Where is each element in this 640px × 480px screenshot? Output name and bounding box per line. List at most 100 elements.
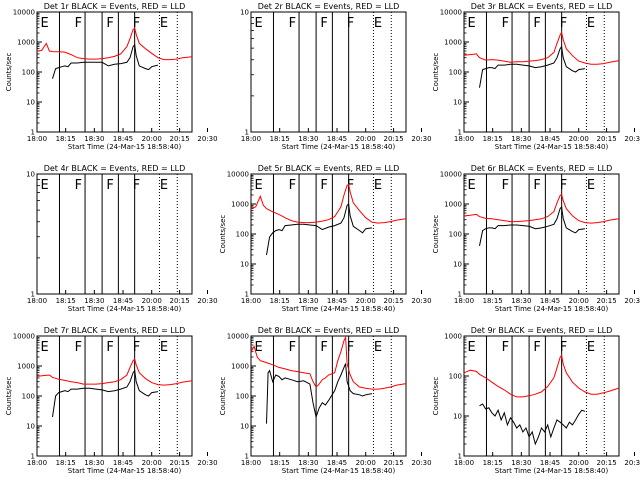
state-flag-label: F bbox=[133, 16, 140, 31]
y-axis-label: Counts/sec bbox=[432, 377, 440, 416]
x-tick-label: 18:00 bbox=[27, 459, 47, 467]
detector-panel: Det 8r BLACK = Events, RED = LLD E F F F E 18:… bbox=[219, 326, 432, 475]
y-tick-label: 1 bbox=[245, 291, 249, 299]
x-axis-label: Start Time (24-Mar-15 18:58:40) bbox=[495, 467, 609, 475]
state-flag-label: E bbox=[374, 340, 382, 355]
y-tick-label: 1 bbox=[245, 453, 249, 461]
x-tick-label: 18:30 bbox=[298, 297, 318, 305]
y-tick-label: 1 bbox=[458, 129, 462, 137]
x-tick-label: 18:00 bbox=[241, 297, 261, 305]
events-series-line bbox=[52, 43, 159, 79]
x-tick-label: 20:15 bbox=[597, 135, 617, 143]
x-tick-label: 18:45 bbox=[113, 459, 133, 467]
x-tick-label: 20:30 bbox=[624, 459, 640, 467]
x-tick-label: 18:45 bbox=[113, 297, 133, 305]
x-tick-label: 20:00 bbox=[356, 297, 376, 305]
y-tick-label: 10 bbox=[453, 99, 462, 107]
x-axis-label: Start Time (24-Mar-15 18:58:40) bbox=[495, 305, 609, 313]
y-tick-label: 10000 bbox=[440, 171, 462, 179]
x-tick-label: 18:30 bbox=[298, 135, 318, 143]
detector-panel: Det 2r BLACK = Events, RED = LLD E F F F E 18:… bbox=[240, 2, 432, 151]
y-tick-label: 1 bbox=[458, 291, 462, 299]
state-flag-label: E bbox=[41, 16, 49, 31]
x-tick-label: 18:00 bbox=[454, 297, 474, 305]
x-tick-label: 20:15 bbox=[597, 459, 617, 467]
x-tick-label: 18:30 bbox=[298, 459, 318, 467]
y-tick-label: 1000 bbox=[444, 39, 462, 47]
plot-frame bbox=[250, 335, 407, 457]
events-series-line bbox=[479, 403, 586, 446]
y-tick-label: 10000 bbox=[13, 9, 35, 17]
x-tick-label: 20:00 bbox=[142, 297, 162, 305]
plot-frame bbox=[250, 173, 407, 295]
state-flag-label: F bbox=[320, 16, 327, 31]
x-axis-label: Start Time (24-Mar-15 18:58:40) bbox=[68, 143, 182, 151]
y-axis-label: Counts/sec bbox=[5, 377, 13, 416]
y-tick-label: 10 bbox=[240, 423, 249, 431]
detector-panel: Det 6r BLACK = Events, RED = LLD E F F F E 18:… bbox=[432, 164, 640, 313]
lld-series-line bbox=[250, 335, 407, 390]
plot-frame bbox=[463, 335, 620, 457]
state-flag-label: F bbox=[75, 16, 82, 31]
x-tick-label: 20:15 bbox=[384, 459, 404, 467]
x-tick-label: 20:15 bbox=[597, 297, 617, 305]
y-tick-label: 1 bbox=[245, 129, 249, 137]
state-flag-label: E bbox=[255, 340, 263, 355]
x-tick-label: 18:15 bbox=[56, 135, 76, 143]
state-flag-label: F bbox=[106, 178, 113, 193]
y-tick-label: 100 bbox=[22, 69, 35, 77]
state-flag-label: E bbox=[255, 16, 263, 31]
x-tick-label: 20:30 bbox=[411, 297, 431, 305]
y-tick-label: 1000 bbox=[17, 39, 35, 47]
state-flag-label: F bbox=[560, 178, 567, 193]
y-tick-label: 10000 bbox=[227, 171, 249, 179]
state-flag-label: F bbox=[502, 340, 509, 355]
chart-title: Det 9r BLACK = Events, RED = LLD bbox=[471, 326, 613, 335]
state-flag-label: F bbox=[533, 16, 540, 31]
chart-title: Det 5r BLACK = Events, RED = LLD bbox=[258, 164, 400, 173]
events-series-line bbox=[479, 45, 585, 88]
x-tick-label: 20:00 bbox=[569, 297, 589, 305]
y-tick-label: 10 bbox=[26, 99, 35, 107]
y-tick-label: 1000 bbox=[231, 363, 249, 371]
state-flag-label: E bbox=[587, 178, 595, 193]
y-tick-label: 1000 bbox=[444, 201, 462, 209]
state-flag-label: F bbox=[320, 340, 327, 355]
y-axis-label: Counts/sec bbox=[219, 215, 227, 254]
x-tick-label: 18:30 bbox=[84, 459, 104, 467]
chart-title: Det 6r BLACK = Events, RED = LLD bbox=[471, 164, 613, 173]
y-tick-label: 10000 bbox=[13, 333, 35, 341]
state-flag-label: F bbox=[502, 178, 509, 193]
x-tick-label: 20:15 bbox=[170, 459, 190, 467]
x-axis-label: Start Time (24-Mar-15 18:58:40) bbox=[68, 305, 182, 313]
x-tick-label: 18:00 bbox=[454, 459, 474, 467]
state-flag-label: F bbox=[133, 178, 140, 193]
x-tick-label: 18:15 bbox=[270, 297, 290, 305]
x-tick-label: 20:15 bbox=[384, 135, 404, 143]
y-tick-label: 10 bbox=[26, 423, 35, 431]
y-tick-label: 100 bbox=[449, 231, 462, 239]
y-tick-label: 1000 bbox=[231, 201, 249, 209]
state-flag-label: F bbox=[560, 340, 567, 355]
y-axis-label: Counts/sec bbox=[432, 53, 440, 92]
state-flag-label: E bbox=[41, 178, 49, 193]
x-tick-label: 20:30 bbox=[624, 297, 640, 305]
state-flag-label: F bbox=[347, 178, 354, 193]
plot-frame bbox=[36, 173, 193, 295]
y-tick-label: 10 bbox=[453, 261, 462, 269]
state-flag-label: E bbox=[587, 340, 595, 355]
y-tick-label: 100 bbox=[236, 231, 249, 239]
lld-series-line bbox=[463, 30, 620, 65]
state-flag-label: F bbox=[560, 16, 567, 31]
y-tick-label: 1000 bbox=[17, 363, 35, 371]
x-tick-label: 18:45 bbox=[540, 459, 560, 467]
state-flag-label: E bbox=[374, 16, 382, 31]
x-tick-label: 18:15 bbox=[270, 459, 290, 467]
state-flag-label: F bbox=[133, 340, 140, 355]
y-tick-label: 100 bbox=[449, 69, 462, 77]
x-tick-label: 18:45 bbox=[327, 135, 347, 143]
x-tick-label: 20:00 bbox=[356, 459, 376, 467]
y-tick-label: 10000 bbox=[440, 9, 462, 17]
chart-title: Det 3r BLACK = Events, RED = LLD bbox=[471, 2, 613, 11]
x-tick-label: 18:00 bbox=[454, 135, 474, 143]
